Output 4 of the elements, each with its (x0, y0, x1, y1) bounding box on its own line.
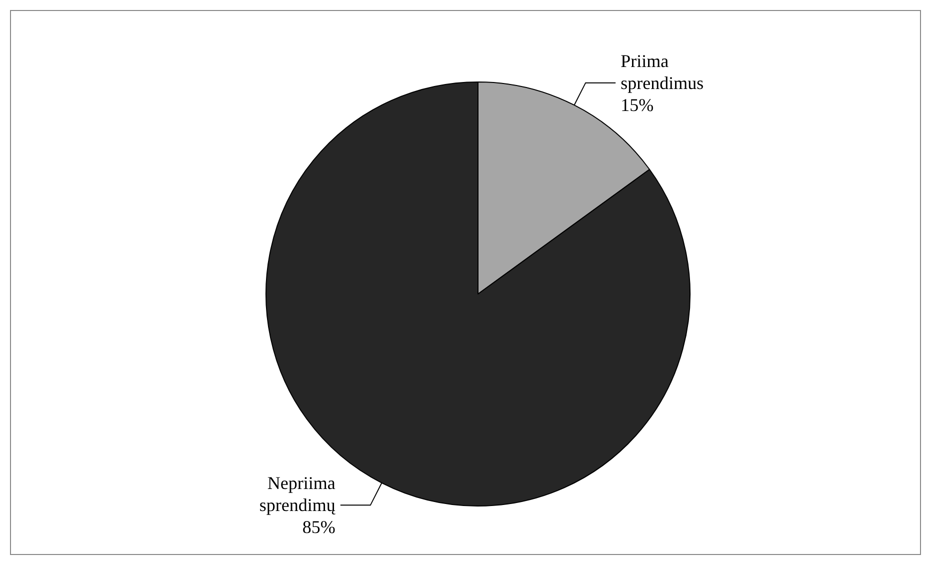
data-label: 15% (620, 94, 654, 115)
slice-label: Nepriima sprendimų (259, 473, 336, 516)
data-label: 85% (302, 517, 336, 538)
slice-label: Priima sprendimus (620, 50, 704, 93)
